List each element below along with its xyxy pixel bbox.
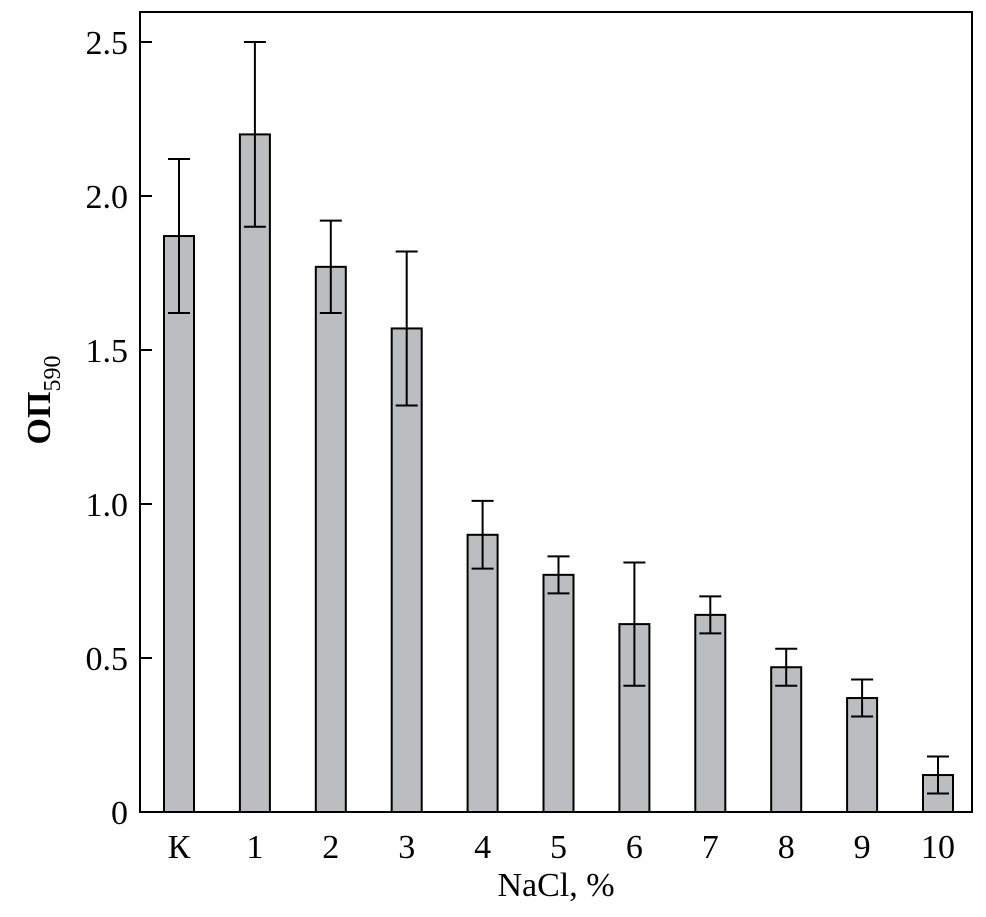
error-bar-1 <box>243 41 266 228</box>
y-tick-label: 1.0 <box>86 487 129 524</box>
error-bar-9 <box>851 678 874 718</box>
bar-1 <box>238 133 271 813</box>
x-tick-label: 6 <box>626 829 643 866</box>
x-tick-label: 8 <box>778 829 795 866</box>
bar-2 <box>314 265 347 813</box>
bar-К <box>163 235 195 814</box>
error-bar-8 <box>775 647 798 687</box>
y-tick-label: 0 <box>111 795 128 832</box>
error-bar-4 <box>471 499 494 570</box>
x-tick-label: 5 <box>550 829 567 866</box>
y-tick-label: 0.5 <box>86 641 129 678</box>
x-tick-label: 10 <box>921 829 955 866</box>
x-tick-label: 3 <box>398 829 415 866</box>
y-tick-label: 2.5 <box>86 25 129 62</box>
x-tick-label: 1 <box>246 829 263 866</box>
error-bar-6 <box>623 561 646 687</box>
error-bar-2 <box>319 219 342 315</box>
x-tick-label: 7 <box>702 829 719 866</box>
bar-3 <box>390 327 423 813</box>
error-bar-5 <box>547 555 570 595</box>
y-tick-label: 2.0 <box>86 179 129 216</box>
x-tick-label: 2 <box>322 829 339 866</box>
error-bar-7 <box>699 595 722 635</box>
x-tick-label: 9 <box>854 829 871 866</box>
error-bar-К <box>168 158 190 315</box>
bar-7 <box>694 613 727 813</box>
bar-8 <box>770 666 803 813</box>
bar-4 <box>466 533 499 813</box>
error-bar-3 <box>395 250 418 407</box>
y-axis-label: ОП590 <box>21 356 66 445</box>
error-bar-10 <box>927 755 949 795</box>
x-tick-label: 4 <box>474 829 491 866</box>
x-axis-label: NaCl, % <box>497 867 614 904</box>
y-tick-label: 1.5 <box>86 333 129 370</box>
bar-5 <box>542 573 575 814</box>
x-tick-label: К <box>168 829 191 866</box>
